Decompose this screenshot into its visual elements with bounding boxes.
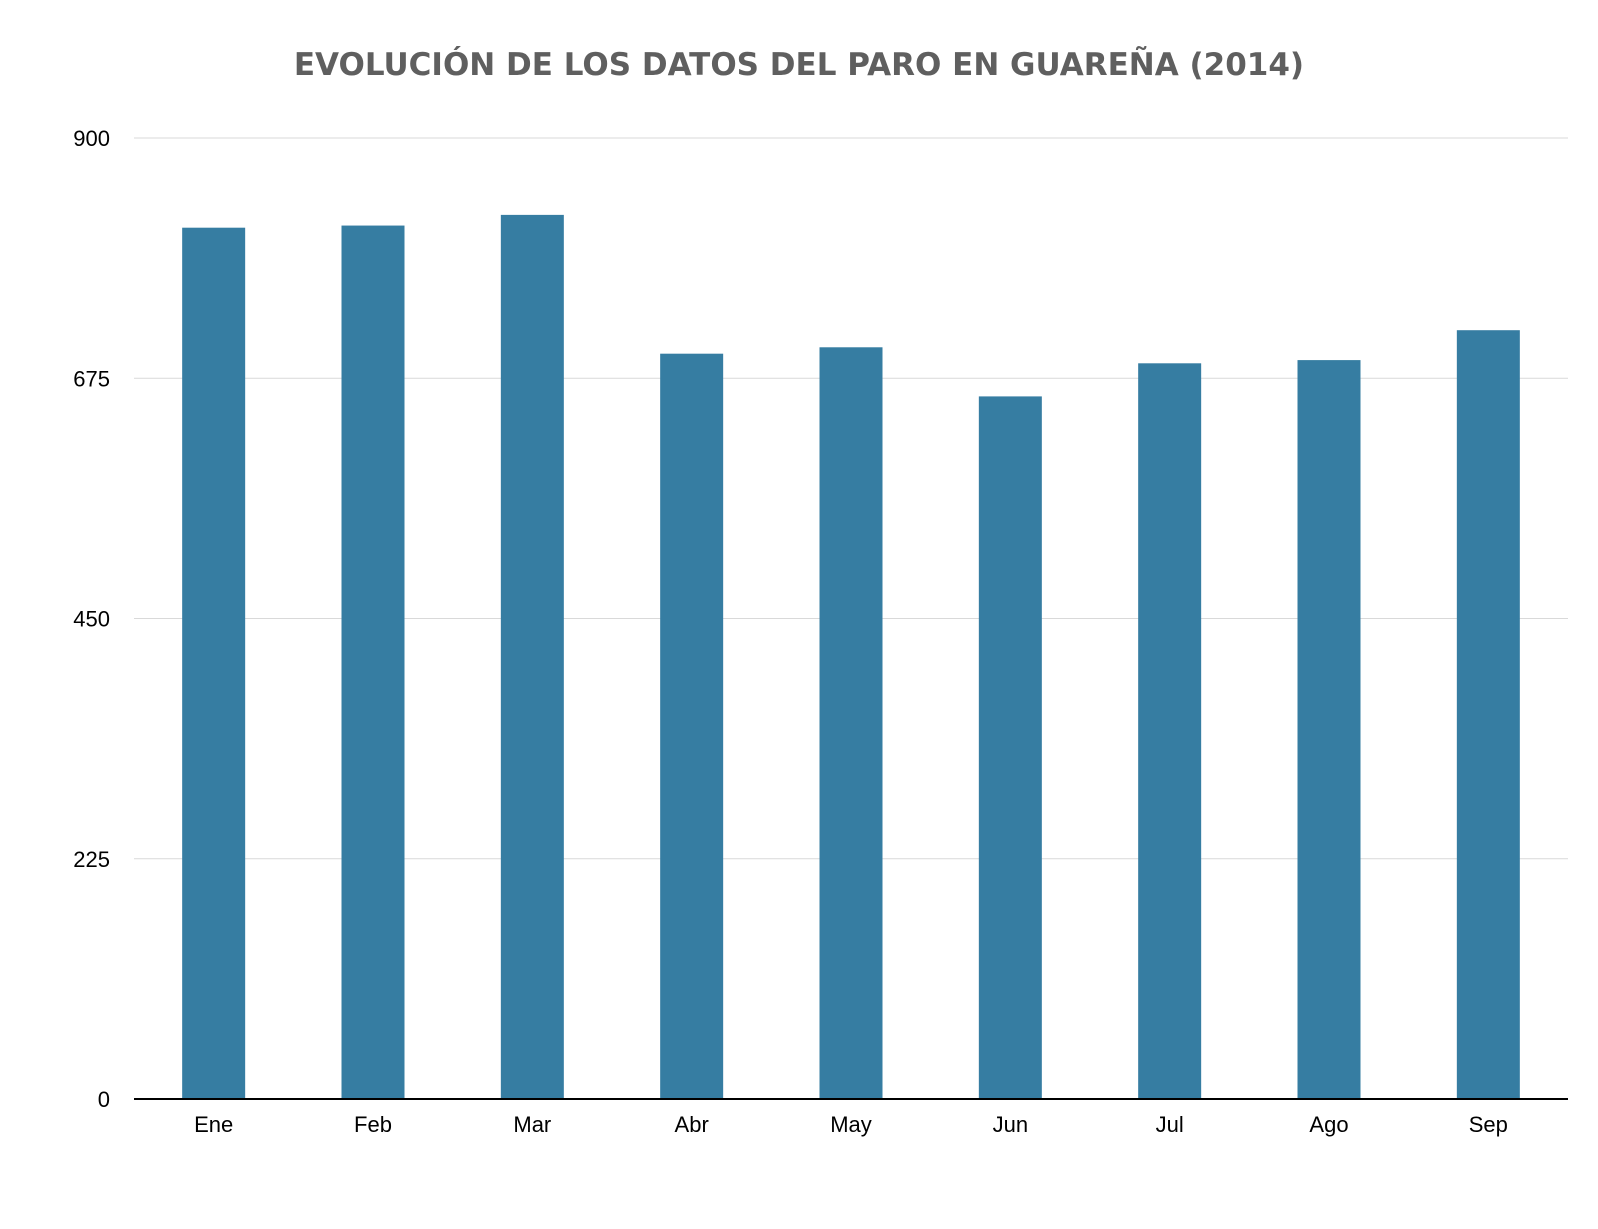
bar-sep — [1456, 330, 1520, 1099]
y-axis-ticks: 0 225 450 675 900 — [73, 126, 110, 1112]
bar-jul — [1138, 363, 1202, 1099]
x-tick-label: Abr — [675, 1112, 709, 1137]
bars — [182, 214, 1520, 1100]
x-tick-label: May — [830, 1112, 872, 1137]
x-tick-label: Jul — [1156, 1112, 1184, 1137]
y-tick-label: 0 — [98, 1087, 110, 1112]
x-tick-label: Mar — [513, 1112, 551, 1137]
x-tick-label: Feb — [354, 1112, 392, 1137]
bar-feb — [341, 225, 405, 1099]
y-tick-label: 225 — [73, 847, 110, 872]
bar-mar — [500, 214, 564, 1099]
bar-may — [819, 347, 883, 1100]
x-tick-label: Jun — [993, 1112, 1028, 1137]
chart-title: EVOLUCIÓN DE LOS DATOS DEL PARO EN GUARE… — [294, 46, 1304, 83]
y-tick-label: 450 — [73, 607, 110, 632]
x-tick-label: Ago — [1309, 1112, 1348, 1137]
bar-jun — [978, 396, 1042, 1099]
y-tick-label: 675 — [73, 366, 110, 391]
bar-abr — [660, 353, 724, 1099]
bar-ene — [182, 227, 246, 1099]
y-tick-label: 900 — [73, 126, 110, 151]
x-axis-ticks: Ene Feb Mar Abr May Jun Jul Ago Sep — [194, 1112, 1508, 1137]
bar-ago — [1297, 360, 1361, 1099]
x-tick-label: Sep — [1469, 1112, 1508, 1137]
x-tick-label: Ene — [194, 1112, 233, 1137]
